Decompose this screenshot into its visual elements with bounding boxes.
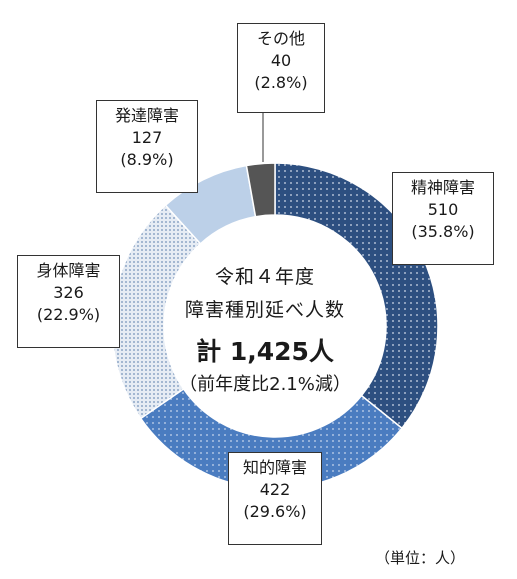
chart-title-line-1: 令和４年度: [214, 266, 315, 288]
callout-chiteki: 知的障害 422 (29.6%): [228, 452, 322, 545]
slice-value: 127: [131, 128, 163, 147]
slice-percent: (2.8%): [254, 73, 308, 92]
callout-shintai: 身体障害 326 (22.9%): [17, 255, 120, 348]
callout-sonota: その他 40 (2.8%): [237, 23, 325, 113]
slice-label: 知的障害: [242, 458, 307, 477]
slice-label: 発達障害: [114, 106, 179, 125]
slice-label: 身体障害: [36, 261, 101, 280]
chart-total: 計 1,425人: [196, 337, 334, 366]
chart-note: （前年度比2.1%減）: [179, 374, 351, 395]
slice-value: 422: [259, 480, 291, 499]
slice-label: 精神障害: [410, 178, 475, 197]
slice-percent: (22.9%): [36, 305, 101, 324]
slice-label: その他: [256, 29, 305, 48]
slice-chiteki: [139, 387, 404, 490]
slice-percent: (35.8%): [411, 222, 475, 241]
unit-label: （単位：人）: [375, 549, 466, 567]
slice-percent: (29.6%): [243, 502, 307, 521]
slice-value: 40: [270, 51, 292, 70]
slice-percent: (8.9%): [120, 150, 174, 169]
slice-sonota: [245, 162, 276, 218]
callout-hattatsu: 発達障害 127 (8.9%): [96, 100, 198, 193]
slice-value: 510: [427, 200, 459, 219]
callout-seishin: 精神障害 510 (35.8%): [392, 172, 494, 265]
slice-value: 326: [53, 283, 84, 302]
chart-title-line-2: 障害種別延べ人数: [184, 299, 345, 321]
